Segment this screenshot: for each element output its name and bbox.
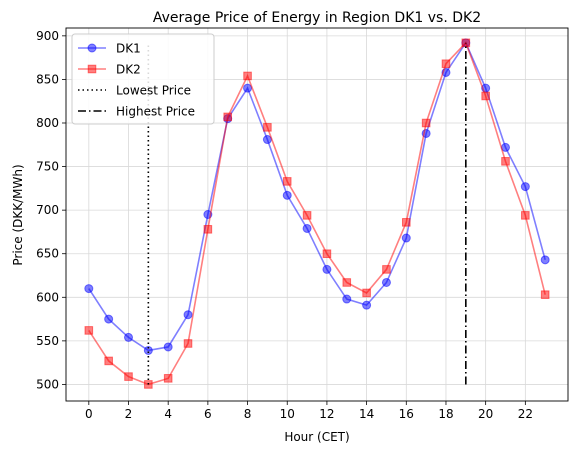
x-tick-label: 12 <box>319 407 334 421</box>
data-point-dk1 <box>143 345 153 355</box>
data-point-dk1 <box>362 300 372 310</box>
data-point-dk2 <box>540 290 550 299</box>
data-point-dk2 <box>362 288 371 298</box>
y-tick-label: 650 <box>36 247 59 261</box>
data-point-dk2 <box>104 356 113 366</box>
y-tick-label: 900 <box>36 29 59 43</box>
x-tick-label: 0 <box>85 407 93 421</box>
x-tick-label: 22 <box>518 407 533 421</box>
data-point-dk2 <box>282 177 292 186</box>
data-point-dk2 <box>421 118 431 128</box>
x-axis-label: Hour (CET) <box>284 430 349 444</box>
data-point-dk1 <box>124 332 134 342</box>
plot-frame <box>65 27 569 402</box>
y-tick-label: 700 <box>36 203 59 217</box>
data-point-dk2 <box>124 372 133 381</box>
data-point-dk2 <box>84 326 94 335</box>
data-point-dk1 <box>540 255 550 265</box>
data-point-dk2 <box>243 71 252 81</box>
data-point-dk2 <box>461 38 471 48</box>
data-point-dk1 <box>322 264 332 274</box>
y-tick-label: 600 <box>36 290 59 304</box>
tick-layer: 0 2 4 6 8 10 12 14 16 18 20 22 500 550 600 650 700 750 800… <box>36 29 533 421</box>
data-point-dk2 <box>203 225 213 234</box>
legend-label-dk1: DK1 <box>116 42 141 56</box>
legend-label-dk2: DK2 <box>116 63 141 77</box>
data-point-dk2 <box>322 249 332 259</box>
data-point-dk2 <box>183 339 193 348</box>
x-tick-label: 6 <box>204 407 212 421</box>
data-point-dk1 <box>84 284 94 294</box>
x-tick-label: 4 <box>164 407 172 421</box>
x-tick-label: 10 <box>280 407 295 421</box>
y-tick-label: 850 <box>36 72 59 86</box>
x-tick-label: 8 <box>244 407 252 421</box>
legend-box <box>71 33 215 125</box>
data-point-dk2 <box>481 91 490 101</box>
data-point-dk1 <box>282 190 292 200</box>
legend-marker-dk1 <box>87 43 97 53</box>
data-point-dk1 <box>104 314 114 324</box>
data-point-dk2 <box>401 218 411 227</box>
data-point-dk2 <box>342 278 352 287</box>
x-tick-label: 2 <box>125 407 133 421</box>
x-tick-label: 14 <box>359 407 374 421</box>
legend-label-highest-price: Highest Price <box>116 105 195 119</box>
x-tick-label: 20 <box>478 407 493 421</box>
data-point-dk1 <box>342 294 352 304</box>
data-point-dk1 <box>163 342 173 352</box>
data-point-dk1 <box>381 277 391 287</box>
series-layer <box>84 38 550 389</box>
data-point-dk2 <box>521 211 530 220</box>
data-point-dk2 <box>263 123 272 132</box>
x-tick-label: 16 <box>399 407 414 421</box>
y-tick-label: 500 <box>36 377 59 391</box>
data-point-dk2 <box>163 374 173 383</box>
y-tick-label: 750 <box>36 160 59 174</box>
data-point-dk2 <box>302 211 312 220</box>
data-point-dk2 <box>382 265 391 274</box>
legend: DK1 DK2 Lowest Price Highest Price <box>71 33 215 125</box>
y-tick-label: 800 <box>36 116 59 130</box>
data-point-dk2 <box>501 157 510 166</box>
legend-label-lowest-price: Lowest Price <box>116 84 191 98</box>
chart-title: Average Price of Energy in Region DK1 vs… <box>153 10 481 26</box>
data-point-dk1 <box>401 233 411 243</box>
data-point-dk1 <box>183 310 193 320</box>
data-point-dk2 <box>223 112 233 122</box>
y-tick-label: 550 <box>36 334 59 348</box>
x-tick-label: 18 <box>438 407 453 421</box>
data-point-dk1 <box>520 182 530 192</box>
data-point-dk1 <box>302 223 312 233</box>
data-point-dk2 <box>441 59 451 69</box>
y-axis-label: Price (DKK/MWh) <box>11 164 25 265</box>
legend-marker-dk2 <box>87 64 97 74</box>
series-dk2 <box>84 38 550 389</box>
